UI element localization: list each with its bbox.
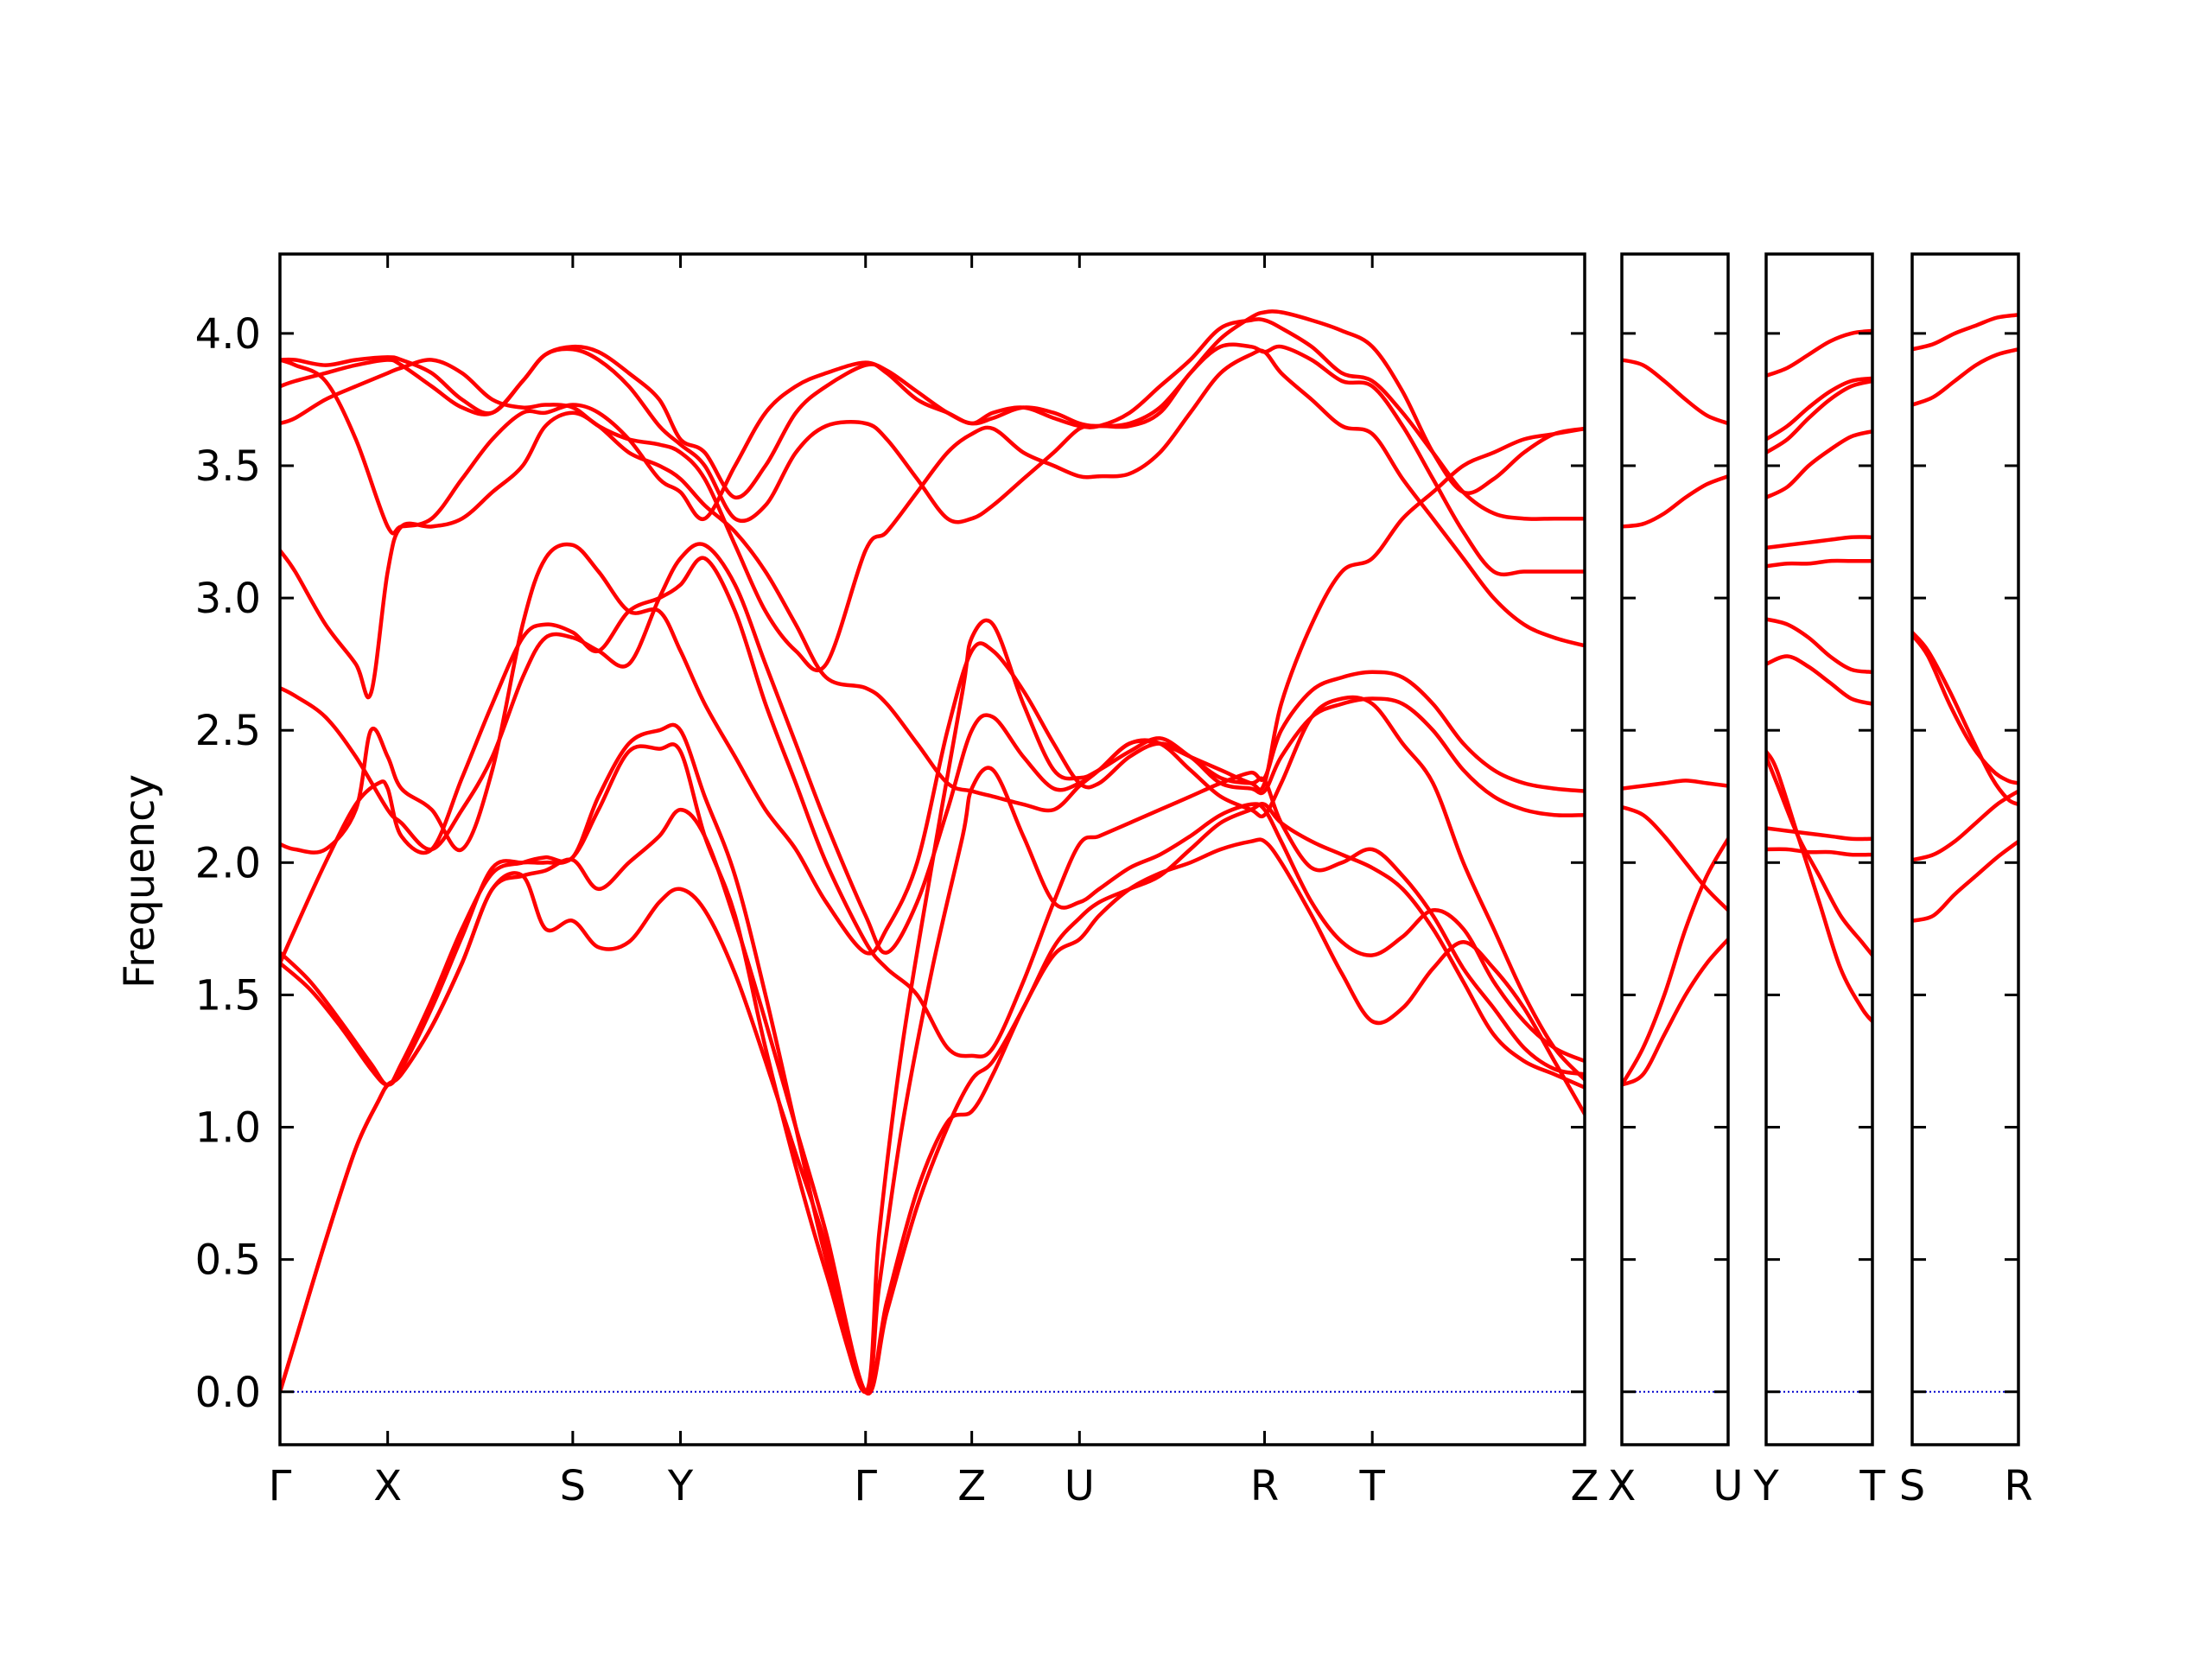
phonon-band-7 <box>280 542 1585 1082</box>
panel-frame <box>1764 252 1874 1446</box>
x-tick-label: Z <box>957 1462 986 1510</box>
x-tick-label: X <box>373 1462 402 1510</box>
x-tick-label: S <box>560 1462 586 1510</box>
phonon-band-1 <box>1766 749 1872 1024</box>
x-tick-label: U <box>1065 1462 1095 1510</box>
phonon-band-3 <box>1912 630 2018 807</box>
phonon-band-4 <box>280 618 1585 1395</box>
panel-frame <box>278 252 1586 1446</box>
phonon-band-1 <box>1622 937 1728 1087</box>
y-tick-label: 1.5 <box>195 971 261 1020</box>
phonon-band-3 <box>1766 847 1872 857</box>
phonon-band-2 <box>1912 789 2018 862</box>
phonon-band-4 <box>1766 826 1872 842</box>
phonon-band-5 <box>1622 474 1728 529</box>
phonon-band-6 <box>1912 313 2018 352</box>
y-tick-label: 3.5 <box>195 442 261 491</box>
x-tick-label: Z <box>1571 1462 1599 1510</box>
bands-group <box>280 309 1585 1396</box>
panel-frame <box>1910 252 2020 1446</box>
phonon-band-4 <box>1622 779 1728 791</box>
y-tick-label: 0.5 <box>195 1236 261 1285</box>
x-tick-label: Γ <box>854 1462 877 1510</box>
x-tick-label: R <box>2004 1462 2032 1510</box>
y-tick-label: 2.0 <box>195 839 261 887</box>
x-tick-label: U <box>1713 1462 1743 1510</box>
y-tick-label: 0.0 <box>195 1369 261 1417</box>
phonon-band-11 <box>280 317 1585 536</box>
bands-group <box>1622 358 1728 1087</box>
phonon-band-5 <box>280 556 1585 1059</box>
phonon-band-1 <box>1912 839 2018 923</box>
x-tick-label: Y <box>1752 1462 1779 1510</box>
x-tick-label: X <box>1608 1462 1637 1510</box>
phonon-band-9 <box>280 348 1585 672</box>
y-axis-label: Frequency <box>116 774 164 988</box>
phonon-band-2 <box>280 802 1585 1396</box>
phonon-band-11 <box>1766 376 1872 442</box>
y-tick-label: 1.0 <box>195 1104 261 1153</box>
phonon-band-5 <box>1766 654 1872 706</box>
x-tick-label: Y <box>667 1462 694 1510</box>
bands-group <box>1766 328 1872 1024</box>
phonon-band-7 <box>1766 558 1872 569</box>
x-tick-label: T <box>1359 1462 1386 1510</box>
phonon-band-5 <box>1912 346 2018 407</box>
y-tick-label: 3.0 <box>195 575 261 623</box>
bands-group <box>1912 313 2018 923</box>
phonon-band-4 <box>1912 632 2018 785</box>
x-tick-label: R <box>1250 1462 1279 1510</box>
phonon-band-10 <box>1766 378 1872 454</box>
phonon-band-8 <box>1766 535 1872 550</box>
y-tick-label: 2.5 <box>195 707 261 755</box>
phonon-band-3 <box>1622 804 1728 912</box>
phonon-band-9 <box>1766 429 1872 499</box>
phonon-band-12 <box>280 309 1585 499</box>
x-tick-label: Γ <box>269 1462 292 1510</box>
y-tick-label: 4.0 <box>195 310 261 359</box>
x-tick-label: S <box>1899 1462 1925 1510</box>
phonon-band-2 <box>1622 836 1728 1087</box>
phonon-band-12 <box>1766 328 1872 378</box>
phonon-band-6 <box>280 542 1585 956</box>
phonon-band-8 <box>280 410 1585 813</box>
phonon-band-2 <box>1766 754 1872 957</box>
panel-frame <box>1620 252 1730 1446</box>
phonon-band-6 <box>1622 358 1728 426</box>
phonon-band-3 <box>280 742 1585 1395</box>
panel-1: 0.0 0.5 1.0 1.5 2.0 2.5 3.0 3.5 4.0 Γ X S Y Γ Z U R T Z <box>195 252 1599 1510</box>
phonon-band-6 <box>1766 617 1872 675</box>
x-tick-label: T <box>1859 1462 1885 1510</box>
